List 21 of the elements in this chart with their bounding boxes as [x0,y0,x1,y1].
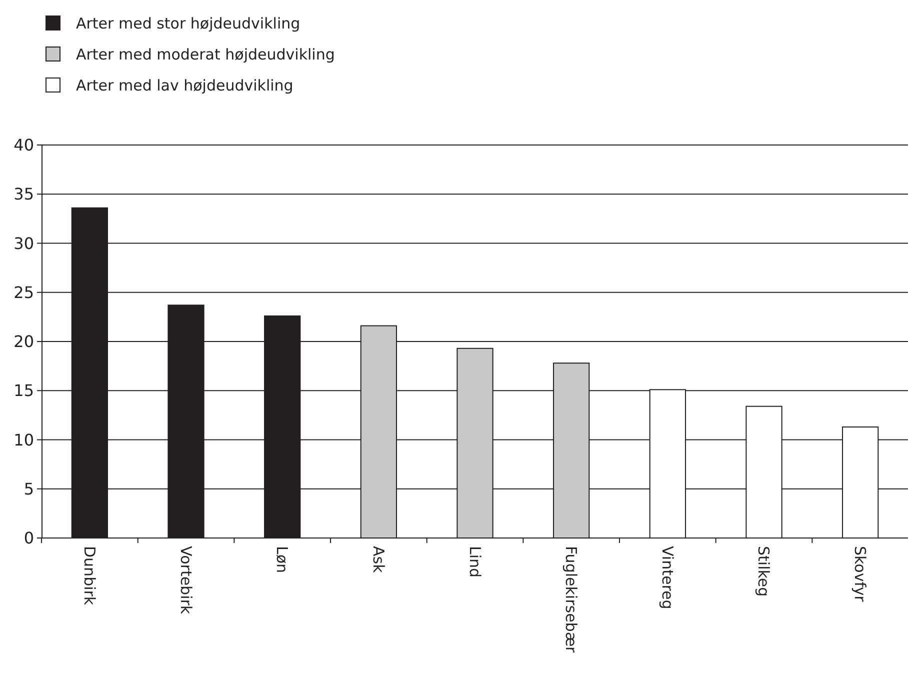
x-tick-label: Lind [466,546,484,578]
x-tick-label: Dunbirk [80,546,98,606]
legend-label: Arter med moderat højdeudvikling [76,45,335,64]
y-tick-label: 5 [24,479,34,498]
legend-label: Arter med stor højdeudvikling [76,14,300,32]
y-tick-label: 20 [14,332,34,352]
x-tick-label: Skovfyr [851,546,870,603]
x-tick-label: Løn [273,546,292,574]
y-tick-label: 35 [14,184,34,204]
x-tick-label: Vortebirk [176,546,195,614]
x-tick-label: Fuglekirsebær [562,546,580,654]
y-tick-label: 40 [14,136,34,155]
legend-label: Arter med lav højdeudvikling [76,76,294,94]
y-tick-label: 30 [14,234,34,253]
y-tick-label: 25 [14,282,34,302]
x-tick-label: Ask [369,546,388,574]
y-tick-label: 15 [14,381,34,400]
x-tick-label: Stilkeg [754,546,773,597]
x-tick-label: Vintereg [658,546,676,610]
y-tick-label: 10 [14,430,34,450]
y-tick-label: 0 [24,528,34,548]
